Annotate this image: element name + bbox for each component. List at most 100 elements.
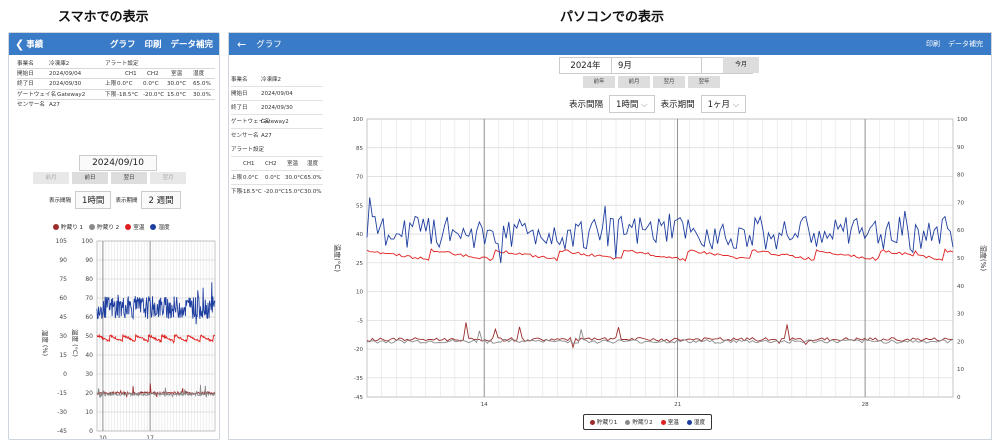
interval-select[interactable]: 1時間 — [75, 191, 112, 209]
biz-value: 冷凍庫2 — [261, 77, 281, 83]
dot-icon — [590, 419, 595, 425]
month-field[interactable]: 9月 — [612, 58, 702, 73]
upper-label: 上限 — [105, 81, 117, 88]
interval-select[interactable]: 1時間 ⌵ — [609, 95, 655, 113]
dot-icon — [686, 419, 692, 425]
x-tick-label: 14 — [481, 402, 488, 408]
year-field[interactable]: 2024年 — [560, 58, 612, 73]
col-room: 室温 — [287, 161, 299, 167]
arrow-left-icon[interactable]: ← — [237, 37, 247, 51]
y-right-tick-label: 75 — [59, 276, 67, 283]
chevron-down-icon: ⌵ — [641, 100, 648, 110]
legend-item[interactable]: 貯蔵り 1 — [53, 223, 83, 231]
sensor-label: センサー名 — [17, 101, 45, 108]
prev-day-button[interactable]: 前日 — [72, 172, 108, 184]
today-button[interactable]: 今月 — [723, 57, 759, 73]
next-month-button[interactable]: 翌月 — [150, 172, 186, 184]
biz-label: 事業名 — [17, 61, 34, 67]
data-input-button[interactable]: データ補完 — [948, 40, 983, 48]
alert-label: アラート設定 — [231, 147, 265, 153]
period-label: 表示期間 — [115, 198, 138, 204]
room-lower: 15.0°C — [167, 91, 187, 98]
legend-item[interactable]: 室温 — [125, 223, 144, 231]
pc-info-table: 事業名 冷凍庫2 開始日 2024/09/04 終了日 2024/09/30 ゲートウ… — [231, 73, 323, 199]
y-right-tick-label: 60 — [59, 295, 67, 302]
hum-lower: 30.0% — [193, 91, 211, 98]
data-input-button[interactable]: データ補完 — [170, 40, 213, 50]
print-button[interactable]: 印刷 — [144, 40, 162, 50]
y-right-tick-label: 90 — [59, 257, 67, 264]
interval-label: 表示間隔 — [569, 100, 604, 110]
legend-item[interactable]: 湿度 — [686, 418, 706, 426]
prev-month-button[interactable]: 前月 — [33, 172, 69, 184]
legend-label: 湿度 — [693, 420, 706, 426]
y-left-tick-label: 90 — [85, 257, 93, 264]
legend-item[interactable]: 貯蔵り2 — [625, 418, 653, 426]
graph-button[interactable]: グラフ — [109, 40, 136, 50]
y-left-tick-label: 10 — [85, 409, 93, 416]
prev-year-button[interactable]: 前年 — [583, 76, 615, 88]
y-left-tick-label: 25 — [356, 261, 363, 267]
period-select[interactable]: 1ヶ月 ⌵ — [700, 95, 747, 113]
y-left-tick-label: 100 — [82, 238, 94, 245]
biz-label: 事業名 — [231, 77, 248, 83]
col-ch1: CH1 — [125, 71, 137, 78]
plot-frame — [366, 118, 954, 398]
room-lower: 15.0°C — [285, 189, 304, 195]
y-left-tick-label: -35 — [354, 376, 363, 382]
chevron-left-icon[interactable]: ❮ — [15, 37, 25, 51]
sensor-value: A27 — [261, 133, 272, 139]
y-right-tick-label: -15 — [57, 390, 67, 397]
print-button[interactable]: 印刷 — [926, 40, 940, 48]
interval-label: 表示間隔 — [49, 198, 72, 204]
y-left-tick-label: -45 — [354, 395, 363, 401]
phone-info-table: 事業名 冷凍庫2 アラート設定 開始日 2024/09/04 CH1 CH2 室… — [17, 59, 215, 110]
next-year-button[interactable]: 翌年 — [688, 76, 720, 88]
y-right-tick-label: -30 — [57, 409, 67, 416]
legend-item[interactable]: 湿度 — [150, 223, 170, 231]
y-right-axis-label: 温度 (°C) — [71, 329, 80, 357]
phone-nav-buttons: 前月 前日 翌日 翌月 — [33, 172, 186, 184]
y-left-tick-label: 40 — [85, 352, 93, 359]
sensor-label: センサー名 — [231, 133, 259, 139]
x-tick-label: 17 — [146, 435, 154, 440]
pc-section-title: パソコンでの表示 — [560, 10, 665, 25]
next-day-button[interactable]: 翌日 — [111, 172, 147, 184]
ch1-lower: -18.5°C — [241, 189, 262, 195]
legend-item[interactable]: 室温 — [660, 418, 679, 426]
prev-month-button[interactable]: 前月 — [618, 76, 650, 88]
ch1-upper: 0.0°C — [243, 175, 259, 181]
room-upper: 30.0°C — [167, 81, 187, 88]
end-label: 終了日 — [231, 105, 248, 111]
y-right-tick-label: 100 — [957, 117, 968, 123]
dot-icon — [150, 224, 157, 230]
legend-item[interactable]: 貯蔵り1 — [590, 418, 617, 426]
y-left-tick-label: -20 — [354, 347, 363, 353]
y-left-tick-label: 55 — [356, 203, 363, 209]
y-right-tick-label: 70 — [957, 200, 964, 206]
end-label: 終了日 — [17, 81, 34, 88]
next-month-button[interactable]: 翌月 — [653, 76, 685, 88]
col-ch1: CH1 — [243, 161, 255, 167]
legend-item[interactable]: 貯蔵り 2 — [89, 223, 119, 231]
series-line — [96, 333, 216, 344]
start-value: 2024/09/04 — [49, 71, 82, 78]
y-right-tick-label: 0 — [957, 395, 961, 401]
y-right-tick-label: 90 — [957, 145, 964, 151]
phone-date-field[interactable]: 2024/09/10 — [79, 155, 157, 171]
y-left-tick-label: 10 — [356, 290, 363, 296]
col-ch2: CH2 — [147, 71, 159, 78]
period-label: 表示期間 — [660, 100, 695, 110]
legend-label: 室温 — [133, 225, 145, 231]
dot-icon — [625, 419, 631, 425]
lower-label: 下限 — [231, 189, 243, 195]
y-right-tick-label: 80 — [957, 173, 964, 179]
chevron-down-icon: ⌵ — [732, 100, 740, 110]
sensor-value: A27 — [49, 101, 60, 108]
y-left-tick-label: 80 — [85, 276, 93, 283]
y-right-tick-label: 30 — [957, 312, 964, 318]
phone-header-title[interactable]: 事績 — [26, 40, 44, 50]
start-label: 開始日 — [231, 91, 248, 97]
ch2-lower: -20.0°C — [143, 91, 165, 98]
period-select[interactable]: 2 週間 — [141, 191, 181, 209]
